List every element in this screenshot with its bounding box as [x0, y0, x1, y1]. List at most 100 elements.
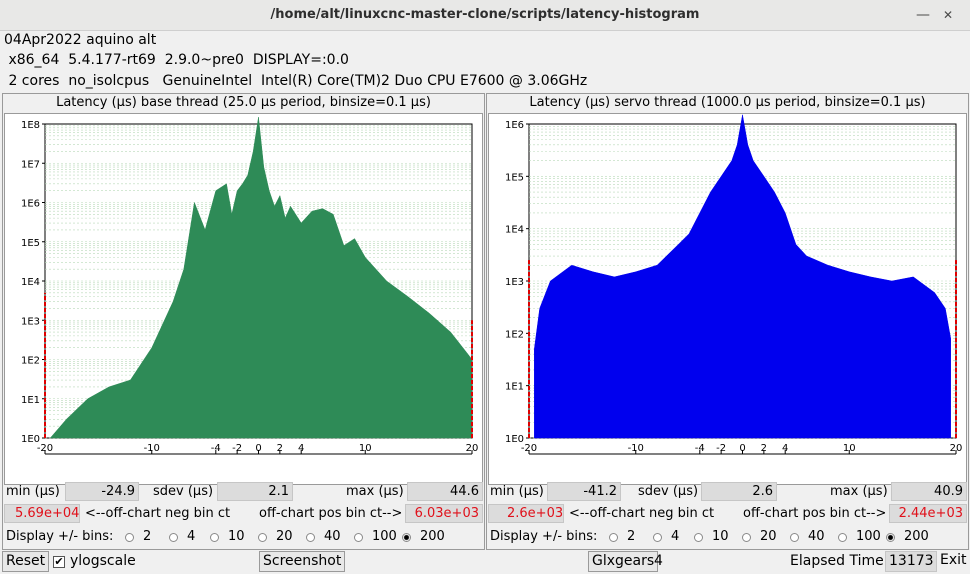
base-display-bins-label: Display +/- bins: [6, 529, 114, 544]
base-max-label: max (µs) [346, 484, 404, 499]
servo-bins-option-label: 10 [712, 529, 729, 544]
servo-x-tick-label: -10 [628, 443, 644, 454]
base-y-tick-label: 1E4 [21, 277, 40, 288]
servo-chart-plot: 1E0 1E1 1E2 1E3 1E4 1E5 1E6 -20 -10 -4 -2 0 2 4 10 20 [488, 113, 967, 485]
servo-y-tick-label: 1E4 [505, 225, 524, 236]
base-bins-option-label: 40 [324, 529, 341, 544]
servo-x-tick-label: 10 [843, 443, 856, 454]
info-line-kernel: x86_64 5.4.177-rt69 2.9.0~pre0 DISPLAY=:… [4, 52, 349, 68]
servo-min-label: min (µs) [490, 484, 544, 499]
base-y-tick-label: 1E7 [21, 159, 40, 170]
base-x-tick-label: 2 [277, 443, 283, 454]
base-y-tick-label: 1E3 [21, 316, 40, 327]
base-bins-option-label: 200 [420, 529, 445, 544]
glxgears-button[interactable]: Glxgears [588, 551, 659, 572]
base-pos-bin-label: off-chart pos bin ct--> [259, 506, 403, 521]
base-pos-bin-count: 6.03e+03 [405, 504, 483, 523]
screenshot-button[interactable]: Screenshot [259, 551, 346, 572]
base-chart-plot: 1E0 1E1 1E2 1E3 1E4 1E5 1E6 1E7 1E8 -20 -10 -4 -2 0 2 4… [4, 113, 483, 485]
servo-display-bins-label: Display +/- bins: [490, 529, 598, 544]
base-neg-bin-count: 5.69e+04 [4, 504, 80, 523]
servo-neg-bin-count: 2.6e+03 [488, 504, 564, 523]
servo-bins-radio-4[interactable] [653, 533, 662, 542]
servo-sdev-label: sdev (µs) [638, 484, 699, 499]
servo-x-tick-label: 20 [950, 443, 963, 454]
base-y-tick-label: 1E0 [21, 434, 40, 445]
servo-y-tick-label: 1E6 [505, 120, 524, 131]
window-titlebar: /home/alt/linuxcnc-master-clone/scripts/… [0, 0, 970, 31]
base-stats-row: min (µs) -24.9 sdev (µs) 2.1 max (µs) 44… [3, 482, 484, 504]
base-bins-radio-200[interactable] [402, 533, 411, 542]
servo-bins-radio-10[interactable] [694, 533, 703, 542]
base-x-tick-label: 10 [359, 443, 372, 454]
reset-button[interactable]: Reset [2, 551, 50, 572]
servo-max-value: 40.9 [891, 482, 967, 501]
base-x-tick-label: 20 [466, 443, 479, 454]
window-title: /home/alt/linuxcnc-master-clone/scripts/… [270, 7, 700, 22]
base-bins-option-label: 2 [143, 529, 152, 544]
bottom-bar: Reset ✔ ylogscale Screenshot Glxgears 4 … [0, 550, 970, 574]
servo-bins-radio-2[interactable] [609, 533, 618, 542]
base-thread-panel: Latency (µs) base thread (25.0 µs period… [2, 93, 485, 550]
exit-button[interactable]: Exit [940, 552, 967, 568]
servo-x-tick-label: 2 [761, 443, 767, 454]
base-bins-radio-2[interactable] [125, 533, 134, 542]
base-y-tick-label: 1E5 [21, 238, 40, 249]
base-sdev-label: sdev (µs) [153, 484, 214, 499]
base-x-tick-label: -4 [211, 443, 221, 454]
servo-bins-option-label: 100 [856, 529, 881, 544]
servo-bins-radio-40[interactable] [790, 533, 799, 542]
base-y-tick-label: 1E1 [21, 395, 40, 406]
ylogscale-checkbox[interactable]: ✔ [53, 555, 65, 568]
base-y-tick-label: 1E2 [21, 356, 40, 367]
servo-bins-option-label: 200 [904, 529, 929, 544]
servo-y-tick-label: 1E2 [505, 329, 524, 340]
servo-x-tick-label: 4 [782, 443, 788, 454]
servo-bins-radio-200[interactable] [886, 533, 895, 542]
base-x-tick-label: -20 [37, 443, 53, 454]
servo-x-tick-label: -4 [695, 443, 705, 454]
servo-chart-title: Latency (µs) servo thread (1000.0 µs per… [529, 95, 926, 110]
servo-bins-option-label: 2 [627, 529, 636, 544]
base-sdev-value: 2.1 [217, 482, 293, 501]
elapsed-time-value: 13173 [885, 551, 937, 572]
base-histogram-area [49, 117, 473, 439]
base-bins-radio-10[interactable] [210, 533, 219, 542]
base-x-tick-label: 4 [298, 443, 304, 454]
base-bins-row: Display +/- bins: 2 4 10 20 40 100 200 [3, 527, 484, 549]
window-close-icon[interactable]: ✕ [942, 8, 954, 22]
ylogscale-label: ylogscale [70, 553, 136, 569]
base-bins-radio-20[interactable] [258, 533, 267, 542]
base-bins-option-label: 20 [276, 529, 293, 544]
base-chart-title: Latency (µs) base thread (25.0 µs period… [56, 95, 431, 110]
base-y-tick-label: 1E8 [21, 120, 40, 131]
servo-x-tick-label: -20 [521, 443, 537, 454]
base-max-value: 44.6 [407, 482, 483, 501]
servo-y-tick-label: 1E0 [505, 434, 524, 445]
servo-stats-row: min (µs) -41.2 sdev (µs) 2.6 max (µs) 40… [487, 482, 968, 504]
base-bins-option-label: 10 [228, 529, 245, 544]
base-bins-radio-4[interactable] [169, 533, 178, 542]
servo-bins-radio-20[interactable] [742, 533, 751, 542]
elapsed-time-label: Elapsed Time: [790, 553, 889, 569]
base-bins-option-label: 100 [372, 529, 397, 544]
servo-bins-option-label: 4 [671, 529, 680, 544]
base-x-tick-label: -2 [232, 443, 242, 454]
info-line-date-host: 04Apr2022 aquino alt [4, 32, 157, 48]
base-min-value: -24.9 [65, 482, 139, 501]
servo-pos-bin-count: 2.44e+03 [889, 504, 967, 523]
servo-bins-radio-100[interactable] [838, 533, 847, 542]
servo-y-tick-label: 1E1 [505, 382, 524, 393]
window-minimize-icon[interactable]: — [916, 7, 930, 23]
info-line-cpu: 2 cores no_isolcpus GenuineIntel Intel(R… [4, 73, 588, 89]
servo-bins-option-label: 20 [760, 529, 777, 544]
base-bins-option-label: 4 [187, 529, 196, 544]
servo-pos-bin-label: off-chart pos bin ct--> [743, 506, 887, 521]
base-bins-radio-100[interactable] [354, 533, 363, 542]
base-offchart-row: 5.69e+04 <--off-chart neg bin ct off-cha… [3, 504, 484, 526]
base-bins-radio-40[interactable] [306, 533, 315, 542]
base-y-tick-label: 1E6 [21, 199, 40, 210]
servo-histogram-area [534, 114, 951, 439]
